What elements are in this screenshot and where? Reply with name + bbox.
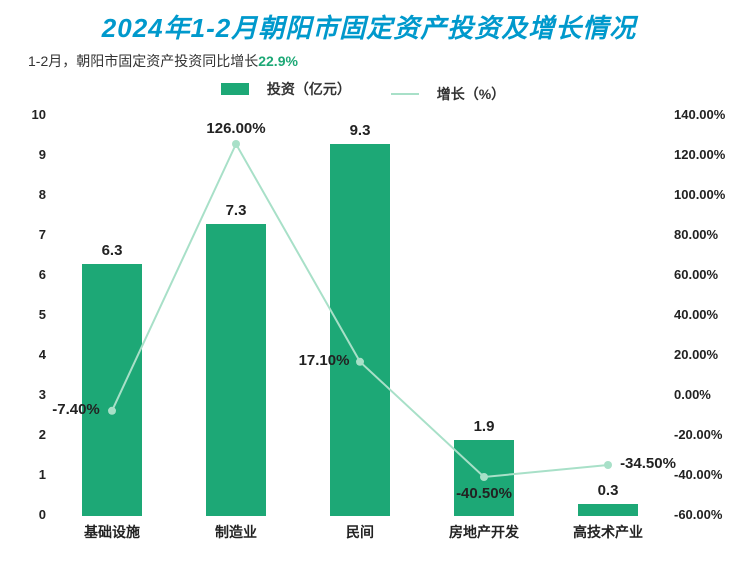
subtitle-highlight: 22.9% [258,53,298,69]
x-category-label: 基础设施 [84,522,140,542]
y-right-tick: 0.00% [674,387,738,402]
y-right-tick: 140.00% [674,107,738,122]
chart-legend: 投资（亿元） 增长（%） [0,71,738,106]
legend-bar-label: 投资（亿元） [267,79,351,99]
y-right-tick: -40.00% [674,467,738,482]
y-right-tick: -60.00% [674,507,738,522]
y-left-tick: 4 [16,347,46,362]
line-marker [604,461,612,469]
y-right-tick: 60.00% [674,267,738,282]
chart-plot-area: 012345678910-60.00%-40.00%-20.00%0.00%20… [50,116,670,546]
chart-title: 2024年1-2月朝阳市固定资产投资及增长情况 [0,0,738,45]
y-left-tick: 0 [16,507,46,522]
y-left-tick: 5 [16,307,46,322]
legend-line-label: 增长（%） [437,84,505,104]
y-left-tick: 8 [16,187,46,202]
y-left-tick: 7 [16,227,46,242]
legend-line-swatch [391,93,419,95]
line-marker [232,140,240,148]
y-left-tick: 6 [16,267,46,282]
subtitle-prefix: 1-2月，朝阳市固定资产投资同比增长 [28,53,258,69]
y-left-tick: 3 [16,387,46,402]
y-right-tick: 80.00% [674,227,738,242]
title-text: 2024年1-2月朝阳市固定资产投资及增长情况 [102,13,636,43]
legend-bar: 投资（亿元） [221,79,363,99]
x-category-label: 房地产开发 [449,522,519,542]
y-left-tick: 9 [16,147,46,162]
line-marker [480,473,488,481]
line-series [50,116,670,516]
x-category-label: 高技术产业 [573,522,643,542]
chart-subtitle: 1-2月，朝阳市固定资产投资同比增长22.9% [0,45,738,71]
y-right-tick: 40.00% [674,307,738,322]
y-right-tick: 120.00% [674,147,738,162]
x-category-label: 民间 [346,522,374,542]
growth-line [112,144,608,477]
y-right-tick: 100.00% [674,187,738,202]
legend-line: 增长（%） [391,84,517,104]
y-left-tick: 2 [16,427,46,442]
y-left-tick: 10 [16,107,46,122]
legend-bar-swatch [221,83,249,95]
x-category-label: 制造业 [215,522,257,542]
y-right-tick: 20.00% [674,347,738,362]
y-left-tick: 1 [16,467,46,482]
chart-container: 2024年1-2月朝阳市固定资产投资及增长情况 1-2月，朝阳市固定资产投资同比… [0,0,738,536]
y-right-tick: -20.00% [674,427,738,442]
line-marker [108,407,116,415]
line-marker [356,358,364,366]
